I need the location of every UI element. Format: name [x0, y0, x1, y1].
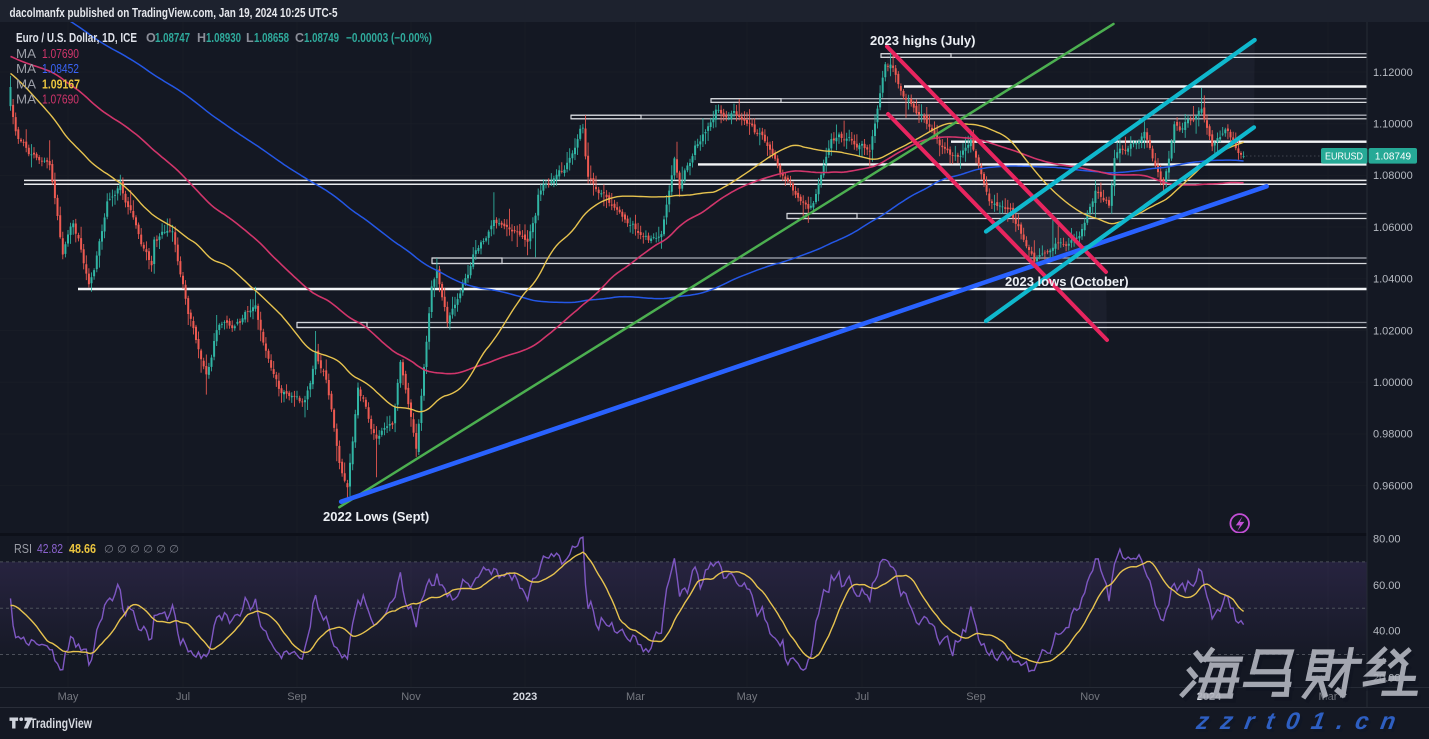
- svg-text:MA: MA: [16, 62, 37, 76]
- svg-text:2023: 2023: [513, 691, 537, 703]
- svg-text:1.08749: 1.08749: [304, 31, 339, 45]
- svg-text:Mar: Mar: [626, 691, 645, 703]
- svg-text:1.08452: 1.08452: [42, 62, 79, 76]
- svg-text:1.07690: 1.07690: [42, 93, 79, 107]
- svg-text:−0.00003 (−0.00%): −0.00003 (−0.00%): [346, 31, 432, 45]
- svg-text:H: H: [197, 31, 206, 45]
- svg-text:May: May: [58, 691, 79, 703]
- svg-text:MA: MA: [16, 77, 37, 91]
- svg-text:MA: MA: [16, 47, 37, 61]
- svg-text:1.08749: 1.08749: [1375, 152, 1412, 163]
- svg-text:2023 lows (October): 2023 lows (October): [1005, 274, 1129, 289]
- svg-text:TradingView: TradingView: [30, 716, 92, 731]
- svg-text:42.82: 42.82: [37, 542, 63, 556]
- svg-text:dacolmanfx published on Tradin: dacolmanfx published on TradingView.com,…: [10, 6, 338, 20]
- svg-text:1.06000: 1.06000: [1373, 222, 1413, 234]
- svg-text:Jul: Jul: [855, 691, 869, 703]
- svg-text:C: C: [295, 31, 304, 45]
- svg-text:Euro / U.S. Dollar, 1D, ICE: Euro / U.S. Dollar, 1D, ICE: [16, 31, 137, 45]
- svg-text:EURUSD: EURUSD: [1325, 152, 1363, 163]
- svg-text:60.00: 60.00: [1373, 580, 1401, 592]
- svg-text:1.00000: 1.00000: [1373, 377, 1413, 389]
- svg-text:2022 Lows (Sept): 2022 Lows (Sept): [323, 509, 429, 524]
- svg-text:1.08000: 1.08000: [1373, 170, 1413, 182]
- svg-text:0.98000: 0.98000: [1373, 429, 1413, 441]
- svg-text:1.12000: 1.12000: [1373, 67, 1413, 79]
- svg-text:Jul: Jul: [176, 691, 190, 703]
- svg-text:40.00: 40.00: [1373, 625, 1401, 637]
- svg-text:zzrt01.cn: zzrt01.cn: [1196, 711, 1412, 738]
- svg-text:1.08658: 1.08658: [254, 31, 289, 45]
- svg-text:MA: MA: [16, 93, 37, 107]
- svg-text:80.00: 80.00: [1373, 534, 1401, 546]
- svg-text:Sep: Sep: [966, 691, 986, 703]
- svg-text:zzrt01.cn: zzrt01.cn: [1193, 708, 1409, 735]
- svg-text:∅ ∅ ∅ ∅ ∅ ∅: ∅ ∅ ∅ ∅ ∅ ∅: [104, 544, 179, 556]
- svg-text:1.04000: 1.04000: [1373, 274, 1413, 286]
- svg-text:48.66: 48.66: [69, 542, 96, 556]
- svg-text:L: L: [246, 31, 254, 45]
- svg-text:1.10000: 1.10000: [1373, 119, 1413, 131]
- svg-text:0.96000: 0.96000: [1373, 480, 1413, 492]
- svg-text:2023 highs (July): 2023 highs (July): [870, 33, 975, 48]
- svg-text:May: May: [737, 691, 758, 703]
- svg-text:Nov: Nov: [1080, 691, 1100, 703]
- svg-text:1.07690: 1.07690: [42, 47, 79, 61]
- svg-text:O: O: [146, 31, 156, 45]
- svg-text:1.02000: 1.02000: [1373, 325, 1413, 337]
- svg-text:RSI: RSI: [14, 542, 32, 556]
- svg-text:1.09167: 1.09167: [42, 77, 80, 91]
- svg-text:1.08930: 1.08930: [206, 31, 241, 45]
- svg-text:Sep: Sep: [287, 691, 307, 703]
- svg-text:Nov: Nov: [401, 691, 421, 703]
- svg-text:1.08747: 1.08747: [155, 31, 190, 45]
